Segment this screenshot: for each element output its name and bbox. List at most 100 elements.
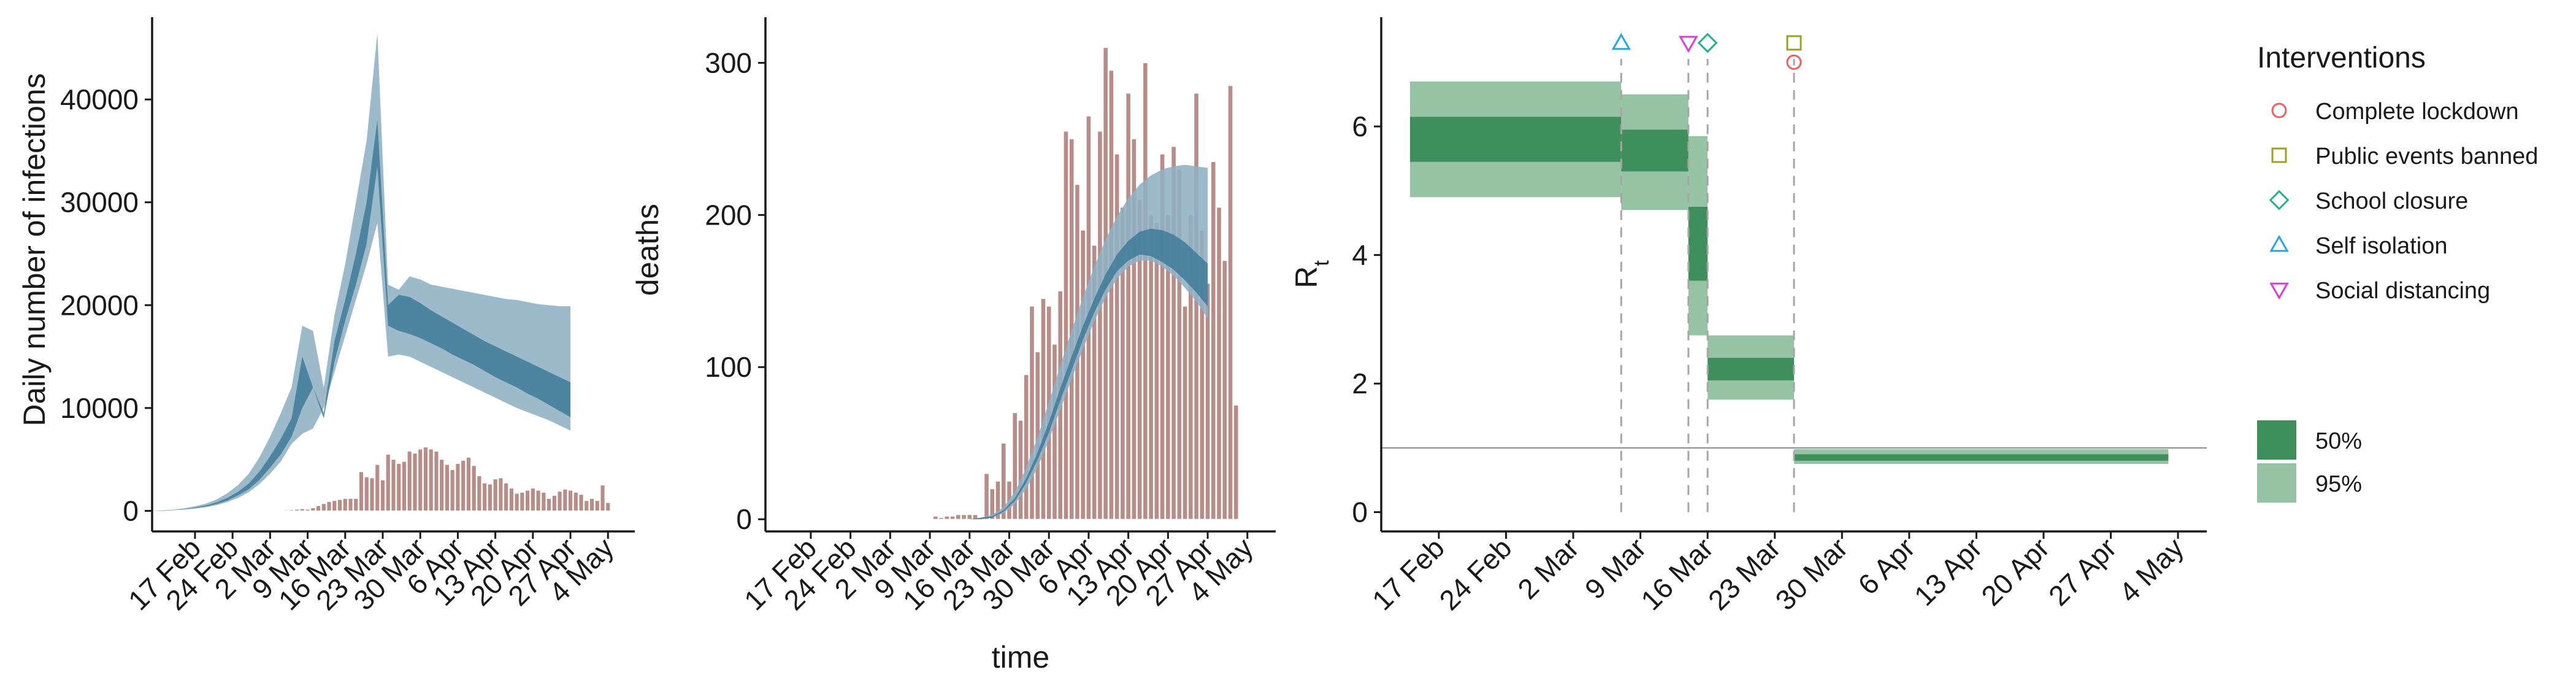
daily-bar — [933, 515, 938, 520]
panel-2 — [758, 17, 1276, 539]
daily-bar — [508, 488, 514, 511]
daily-bar — [1205, 283, 1211, 520]
legend-marker-self_isolation — [2269, 234, 2289, 252]
daily-bar — [375, 464, 380, 511]
daily-bar — [1120, 207, 1125, 520]
daily-bar — [530, 488, 535, 511]
daily-bar — [461, 460, 466, 511]
intervention-marker-self_isolation — [1611, 33, 1631, 50]
daily-bar — [418, 449, 423, 511]
daily-bar — [337, 499, 343, 511]
daily-bar — [310, 507, 316, 511]
y-tick-label: 0 — [736, 503, 752, 535]
daily-bar — [1040, 298, 1046, 520]
daily-bar — [546, 498, 552, 511]
daily-bar — [995, 480, 1001, 520]
legend-label-band95_green: 95% — [2315, 471, 2362, 497]
rt-band-50 — [1708, 358, 1794, 380]
daily-bar — [589, 498, 595, 511]
daily-bar — [423, 447, 429, 511]
y-tick-label: 200 — [705, 199, 752, 231]
daily-bar — [466, 457, 472, 511]
daily-bar — [385, 453, 391, 511]
x-tick-label: 30 Mar — [1769, 531, 1853, 616]
daily-bar — [342, 498, 348, 511]
intervention-marker-public_events — [1786, 35, 1802, 51]
daily-bar — [578, 494, 584, 511]
daily-bar — [369, 477, 375, 511]
x-tick-label: 16 Mar — [1635, 531, 1719, 616]
band-95 — [765, 164, 1208, 520]
daily-bar — [1023, 374, 1029, 520]
legend-label-lockdown: Complete lockdown — [2315, 99, 2519, 125]
daily-bar — [1216, 207, 1222, 520]
daily-bar — [391, 459, 396, 511]
x-tick-label: 27 Apr — [2042, 531, 2123, 612]
legend-swatch-band50_green — [2257, 420, 2296, 460]
intervention-marker-school — [1697, 33, 1718, 53]
y-tick-label: 100 — [705, 351, 752, 383]
daily-bar — [450, 469, 455, 511]
daily-bar — [471, 465, 477, 511]
daily-bar — [984, 473, 989, 520]
daily-bar — [1097, 131, 1103, 520]
daily-bar — [1125, 93, 1131, 520]
rt-band-50 — [1688, 207, 1708, 281]
daily-bar — [989, 488, 995, 520]
rt-band-50 — [1794, 454, 2169, 461]
daily-bar — [477, 475, 482, 511]
daily-bar — [605, 502, 611, 511]
rt-band-50 — [1621, 129, 1689, 172]
daily-bar — [1194, 93, 1199, 520]
daily-bar — [493, 479, 498, 511]
daily-bar — [961, 514, 967, 520]
daily-bar — [1018, 420, 1024, 520]
daily-bar — [1052, 344, 1057, 520]
daily-bar — [358, 471, 364, 511]
y-axis-title-subscript: t — [1310, 260, 1333, 266]
intervention-marker-social_distancing — [1679, 36, 1698, 53]
daily-bar — [1233, 404, 1239, 520]
x-tick-label: 13 Apr — [1908, 531, 1988, 612]
legend-label-band50_green: 50% — [2315, 428, 2362, 454]
x-axis-title: time — [992, 640, 1049, 674]
y-tick-label: 0 — [1352, 496, 1368, 528]
daily-bar — [1091, 245, 1097, 520]
y-tick-label: 4 — [1352, 239, 1368, 271]
daily-bar — [1029, 306, 1035, 520]
daily-bar — [401, 461, 407, 511]
daily-bar — [1222, 260, 1228, 520]
daily-bar — [428, 449, 434, 511]
legend-marker-social_distancing — [2269, 282, 2289, 300]
panel-1 — [145, 17, 635, 539]
x-tick-label: 2 Mar — [1511, 531, 1585, 605]
daily-bar — [487, 484, 493, 511]
daily-bar — [1211, 161, 1216, 520]
daily-bar — [407, 450, 412, 511]
daily-bar — [294, 509, 300, 511]
daily-bar — [557, 491, 562, 511]
y-tick-label: 20000 — [60, 289, 139, 321]
daily-bar — [444, 464, 450, 511]
daily-bar — [283, 509, 289, 511]
daily-bar — [305, 509, 310, 511]
y-tick-label: 300 — [705, 47, 752, 79]
daily-bar — [396, 463, 402, 511]
y-axis-title: Rt — [1289, 260, 1333, 288]
daily-bar — [1171, 146, 1176, 520]
daily-bar — [567, 490, 573, 511]
panel-3 — [1374, 17, 2207, 539]
x-tick-label: 17 Feb — [1366, 531, 1451, 616]
daily-bar — [348, 498, 353, 511]
daily-bar — [1080, 230, 1086, 520]
daily-bar — [434, 450, 439, 511]
legend-label-public_events: Public events banned — [2315, 144, 2538, 169]
x-tick-label: 24 Feb — [1433, 531, 1517, 616]
daily-bar — [535, 490, 541, 511]
daily-bar — [364, 476, 369, 511]
daily-bar — [1063, 131, 1069, 520]
y-tick-label: 6 — [1352, 110, 1368, 142]
daily-bar — [584, 500, 589, 511]
legend-marker-school — [2269, 190, 2290, 210]
